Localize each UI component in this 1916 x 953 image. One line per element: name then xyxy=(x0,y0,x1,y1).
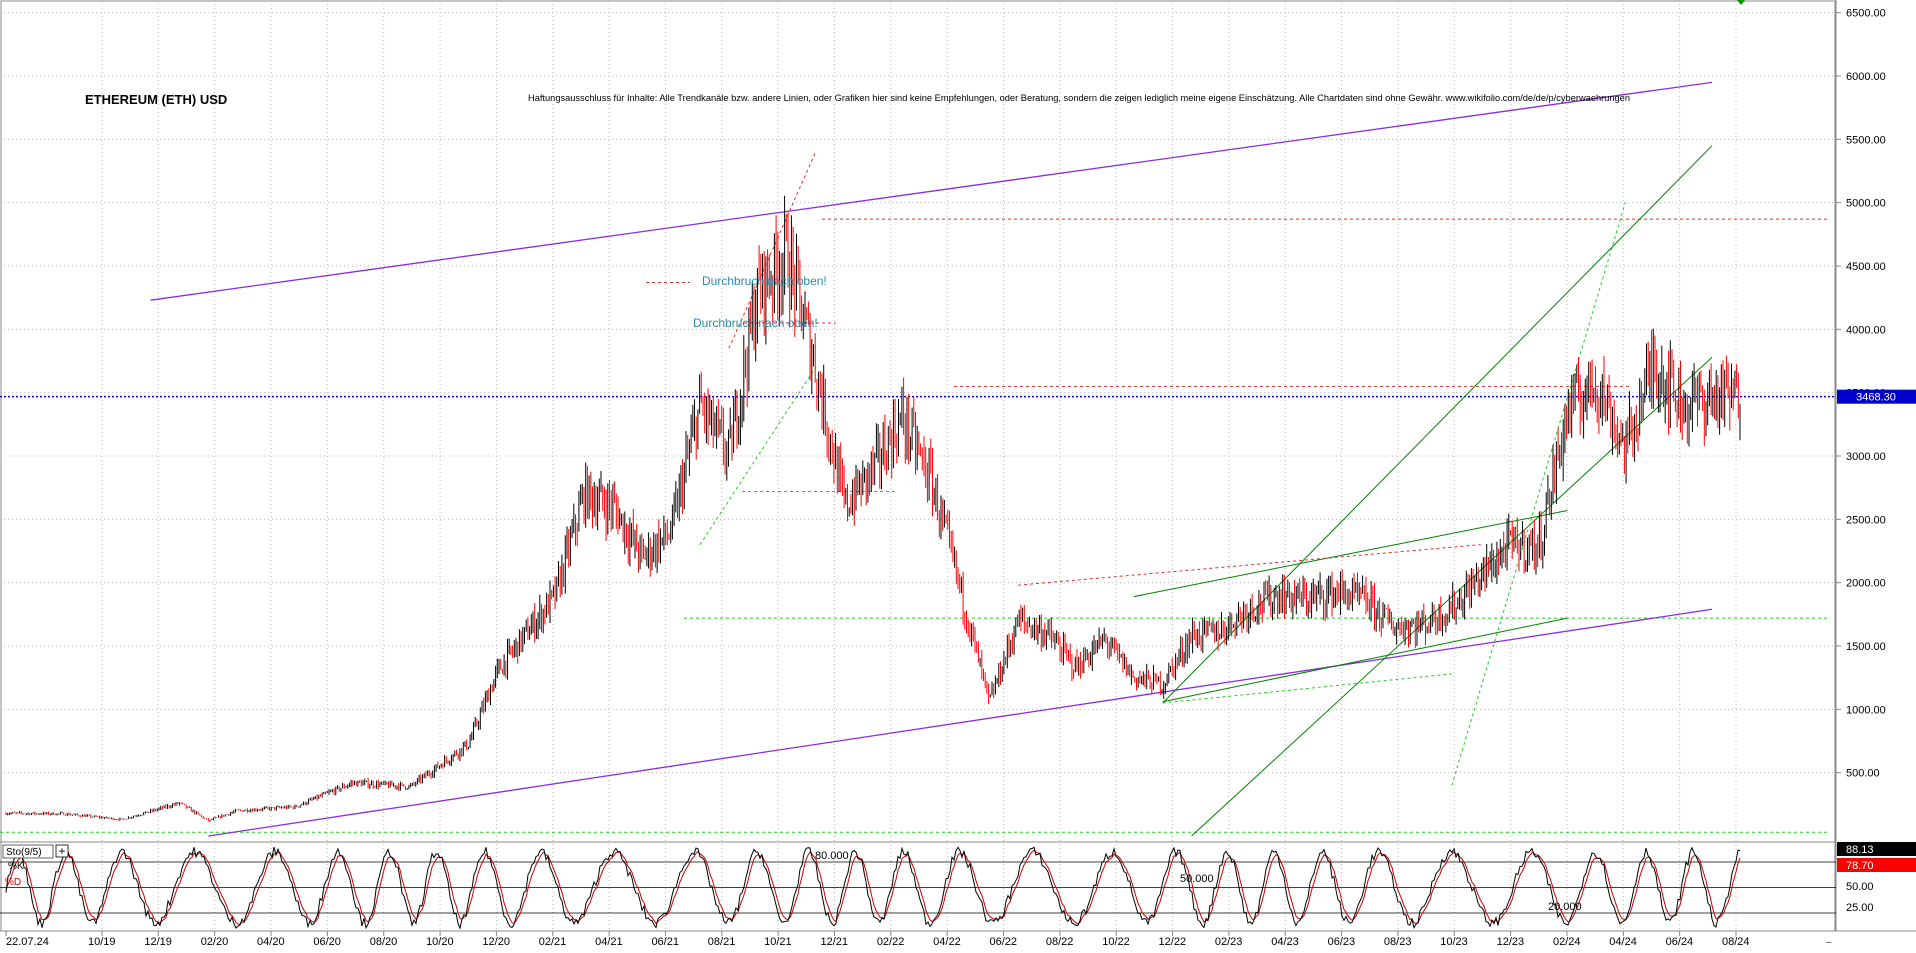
y-axis-tick-label: 6000.00 xyxy=(1846,71,1886,83)
x-axis-tick-label: 06/20 xyxy=(313,936,341,948)
x-axis-tick-label: 02/23 xyxy=(1215,936,1243,948)
x-axis-tick-label: 08/21 xyxy=(708,936,736,948)
trend-line xyxy=(1162,617,1568,703)
x-axis-tick-label: 08/23 xyxy=(1384,936,1412,948)
scroll-marker-icon[interactable]: – xyxy=(1826,937,1832,948)
helper-dashed-line xyxy=(1162,673,1452,704)
x-axis-tick-label: 04/22 xyxy=(933,936,961,948)
chart-title: ETHEREUM (ETH) USD xyxy=(85,92,227,107)
y-axis-tick-label: 2500.00 xyxy=(1846,514,1886,526)
x-axis-tick-label: 08/22 xyxy=(1046,936,1074,948)
x-axis-tick-label: 22.07.24 xyxy=(6,936,49,948)
x-axis-tick-label: 12/22 xyxy=(1159,936,1187,948)
stochastic-d-line xyxy=(5,849,1741,925)
x-axis-tick-label: 12/20 xyxy=(482,936,510,948)
d-line-label: %D xyxy=(5,877,21,888)
x-axis-tick-label: 06/21 xyxy=(651,936,679,948)
y-axis-tick-label: 500.00 xyxy=(1846,768,1880,780)
y-axis-tick-label: 4000.00 xyxy=(1846,324,1886,336)
x-axis-tick-label: 02/20 xyxy=(201,936,229,948)
trend-line xyxy=(1191,356,1713,837)
k-value-tag: 88.13 xyxy=(1846,844,1874,856)
x-axis-tick-label: 08/20 xyxy=(370,936,398,948)
level-label-80: 80.000 xyxy=(815,850,849,862)
y-axis-tick-label: 6500.00 xyxy=(1846,8,1886,20)
stochastic-panel: Sto(9/5) + %K %D 80.000 50.000 20.000 88… xyxy=(0,841,1916,930)
stochastic-label: Sto(9/5) xyxy=(6,847,42,858)
osc-axis-tick-25: 25.00 xyxy=(1846,902,1874,914)
x-axis-tick-label: 08/24 xyxy=(1722,936,1750,948)
y-axis-tick-label: 5500.00 xyxy=(1846,134,1886,146)
trend-line xyxy=(208,608,1713,837)
helper-dashed-line xyxy=(699,367,817,545)
x-axis-tick-label: 02/24 xyxy=(1553,936,1581,948)
annotation-breakout-1: Durchbruch nach oben! xyxy=(702,274,827,288)
x-axis-tick-label: 04/20 xyxy=(257,936,285,948)
top-marker-icon xyxy=(1737,0,1745,5)
x-axis-tick-label: 10/23 xyxy=(1440,936,1468,948)
y-axis-tick-label: 5000.00 xyxy=(1846,198,1886,210)
y-axis-tick-label: 1500.00 xyxy=(1846,641,1886,653)
k-line-label: %K xyxy=(8,861,24,872)
x-axis-tick-label: 10/20 xyxy=(426,936,454,948)
current-price-label: 3468.30 xyxy=(1856,392,1896,404)
x-axis-tick-label: 02/22 xyxy=(877,936,905,948)
x-axis-tick-label: 12/21 xyxy=(820,936,848,948)
x-axis-tick-label: 06/22 xyxy=(990,936,1018,948)
y-axis-tick-label: 3000.00 xyxy=(1846,451,1886,463)
level-label-20: 20.000 xyxy=(1548,901,1582,913)
x-axis-tick-label: 06/24 xyxy=(1666,936,1694,948)
expand-icon: + xyxy=(58,844,65,858)
x-axis-tick-label: 04/21 xyxy=(595,936,623,948)
x-axis-tick-label: 10/22 xyxy=(1102,936,1130,948)
y-axis-tick-label: 1000.00 xyxy=(1846,704,1886,716)
stochastic-k-line xyxy=(5,846,1741,930)
helper-dashed-line xyxy=(1451,202,1626,786)
y-axis-tick-label: 4500.00 xyxy=(1846,261,1886,273)
current-price-tag: 3468.30 xyxy=(1837,389,1916,404)
osc-axis-tick-50: 50.00 xyxy=(1846,881,1874,893)
x-axis-tick-label: 12/19 xyxy=(144,936,172,948)
trend-line xyxy=(150,81,1713,301)
x-axis-tick-label: 10/21 xyxy=(764,936,792,948)
x-axis-tick-label: 06/23 xyxy=(1328,936,1356,948)
annotation-breakout-2: Durchbruch nach oben! xyxy=(693,316,818,330)
disclaimer-text: Haftungsausschluss für Inhalte: Alle Tre… xyxy=(528,93,1630,103)
x-axis-tick-label: 02/21 xyxy=(539,936,567,948)
x-axis-tick-label: 04/24 xyxy=(1609,936,1637,948)
d-value-tag: 78.70 xyxy=(1846,860,1874,872)
trend-line xyxy=(1133,509,1568,598)
x-axis-tick-label: 10/19 xyxy=(88,936,116,948)
x-axis-tick-label: 12/23 xyxy=(1497,936,1525,948)
x-axis-tick-label: 04/23 xyxy=(1271,936,1299,948)
level-label-50: 50.000 xyxy=(1180,873,1214,885)
y-axis-tick-label: 2000.00 xyxy=(1846,578,1886,590)
expand-button[interactable] xyxy=(55,844,69,858)
